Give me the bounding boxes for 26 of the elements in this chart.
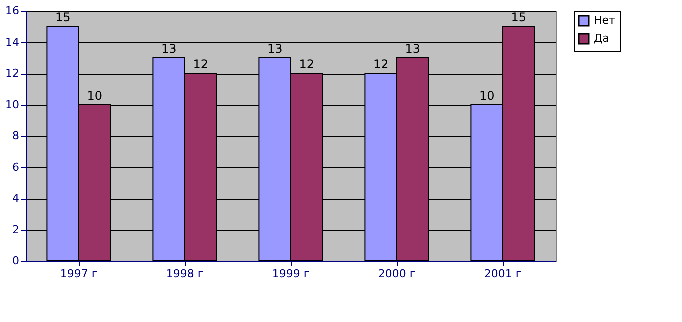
data-label: 13 [405,42,421,56]
data-label: 12 [193,58,209,72]
y-tick-label: 8 [12,130,20,142]
y-tick-label: 6 [12,160,20,174]
x-tick-label: 1998 г [166,268,204,280]
data-label: 12 [373,58,389,72]
x-tick-label: 1997 г [60,268,98,280]
data-label: 10 [87,88,103,103]
y-tick-label: 16 [6,4,20,18]
legend-label: Да [594,32,610,45]
data-label: 13 [267,42,283,56]
y-tick-label: 0 [12,254,20,268]
data-label: 15 [511,10,527,25]
y-tick-label: 14 [6,36,20,49]
y-tick-label: 4 [12,192,20,205]
y-tick-label: 2 [12,223,20,236]
legend-label: Нет [594,14,616,27]
y-tick-label: 10 [6,98,20,112]
x-tick-label: 2000 г [378,268,416,280]
data-label: 10 [479,88,495,103]
data-label: 13 [161,42,177,56]
x-tick-label: 1999 г [272,268,310,280]
data-label: 15 [55,10,71,25]
y-tick-label: 12 [6,67,20,80]
data-label: 12 [299,58,315,72]
x-tick-label: 2001 г [484,268,522,280]
